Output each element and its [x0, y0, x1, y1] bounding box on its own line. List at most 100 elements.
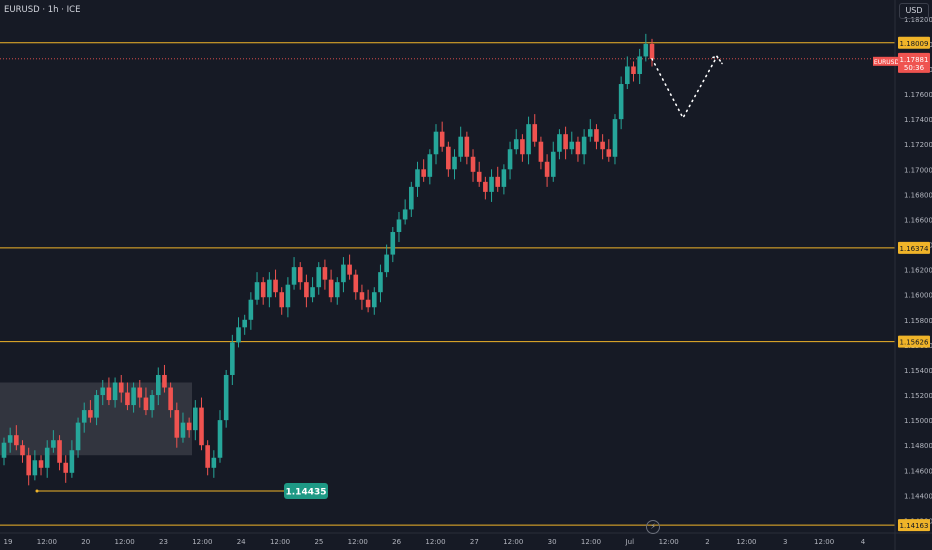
candle-body	[538, 141, 544, 162]
x-tick-label: 4	[861, 538, 866, 546]
candle-body	[304, 282, 309, 298]
candle	[137, 379, 143, 408]
candle	[637, 48, 642, 85]
candle-body	[57, 440, 62, 463]
candle-body	[273, 279, 278, 293]
x-tick-label: 24	[237, 538, 246, 546]
candle-body	[168, 387, 173, 411]
low-marker-tag	[284, 482, 328, 499]
candle-body	[143, 397, 149, 411]
candle-body	[137, 387, 143, 398]
candle	[606, 139, 612, 162]
candle	[452, 149, 457, 180]
symbol-title[interactable]: EURUSD · 1h · ICE	[4, 5, 81, 15]
candle-body	[649, 43, 655, 59]
candle	[118, 374, 124, 403]
currency-button[interactable]: USD	[899, 3, 929, 19]
candle-body	[390, 232, 396, 255]
candle	[273, 269, 278, 298]
candle-body	[32, 460, 38, 476]
candle	[75, 417, 81, 458]
symbol-tag	[873, 56, 900, 66]
candle	[20, 440, 25, 463]
candle-body	[427, 154, 433, 177]
candle	[322, 259, 328, 290]
lightning-icon[interactable]: ⚡	[646, 520, 660, 534]
candle	[341, 257, 346, 293]
candle-body	[532, 124, 538, 142]
candle-body	[248, 299, 254, 320]
candle-body	[470, 156, 476, 172]
y-tick-label: 1.16600	[904, 216, 932, 224]
candle-body	[230, 342, 235, 375]
consolidation-box	[0, 382, 192, 456]
candle	[643, 33, 649, 62]
candle	[125, 382, 130, 411]
last-price-value: 1.17881	[900, 56, 929, 64]
candle	[100, 379, 106, 406]
candle-body	[495, 176, 501, 187]
candle	[378, 264, 383, 303]
x-tick-label: 12:00	[814, 538, 834, 546]
candle	[180, 412, 186, 443]
candle-body	[174, 410, 180, 438]
y-tick-label: 1.14600	[904, 467, 932, 475]
candle	[291, 257, 297, 290]
y-tick-label: 1.17400	[904, 116, 932, 124]
time-axis[interactable]: 19 12:00 20 12:00 23 12:00 24 12:00 25 12:00 26 12:…	[0, 532, 932, 546]
candle	[458, 126, 463, 162]
candle	[174, 402, 180, 448]
candle-body	[88, 410, 93, 418]
candle-body	[14, 435, 19, 446]
candle-body	[421, 169, 426, 177]
candle-body	[211, 457, 217, 468]
candle	[538, 136, 544, 170]
candle	[267, 272, 272, 308]
candle	[359, 284, 365, 310]
candle	[205, 440, 210, 476]
candle	[427, 149, 433, 185]
price-axis[interactable]: 1.182001.180001.178001.176001.174001.172…	[894, 0, 932, 550]
candle	[501, 164, 507, 195]
candle-body	[75, 422, 81, 451]
candle-body	[458, 136, 463, 157]
candle-body	[513, 139, 519, 150]
candle-body	[285, 284, 291, 308]
candle-body	[402, 209, 408, 220]
candle-body	[489, 176, 494, 192]
candle	[334, 277, 340, 305]
candle	[464, 131, 470, 165]
candle-body	[643, 43, 649, 57]
candle-body	[581, 136, 587, 155]
candle	[304, 274, 309, 308]
candle	[600, 134, 605, 160]
candle-body	[625, 66, 630, 85]
candle	[612, 114, 618, 165]
projection-arrowhead	[712, 55, 723, 65]
candle-body	[106, 387, 112, 401]
candle	[575, 136, 581, 162]
candles	[1, 33, 655, 486]
x-tick-label: 12:00	[37, 538, 57, 546]
candle-body	[334, 282, 340, 298]
candle	[57, 435, 62, 471]
x-tick-label: 12:00	[192, 538, 212, 546]
y-tick-label: 1.14400	[904, 492, 932, 500]
candle	[618, 76, 624, 130]
x-tick-label: 12:00	[659, 538, 679, 546]
candle-body	[7, 435, 13, 443]
candle-body	[587, 129, 593, 137]
candle	[1, 437, 7, 466]
candle	[186, 417, 192, 438]
candle	[316, 262, 322, 295]
candle	[211, 450, 217, 478]
level-tag-label: 1.16374	[900, 245, 929, 253]
candle	[384, 244, 389, 278]
level-tag	[898, 241, 930, 254]
candle-body	[310, 287, 315, 298]
candle	[433, 124, 439, 165]
candle	[106, 377, 112, 406]
candle	[149, 390, 155, 418]
candle	[470, 149, 476, 182]
